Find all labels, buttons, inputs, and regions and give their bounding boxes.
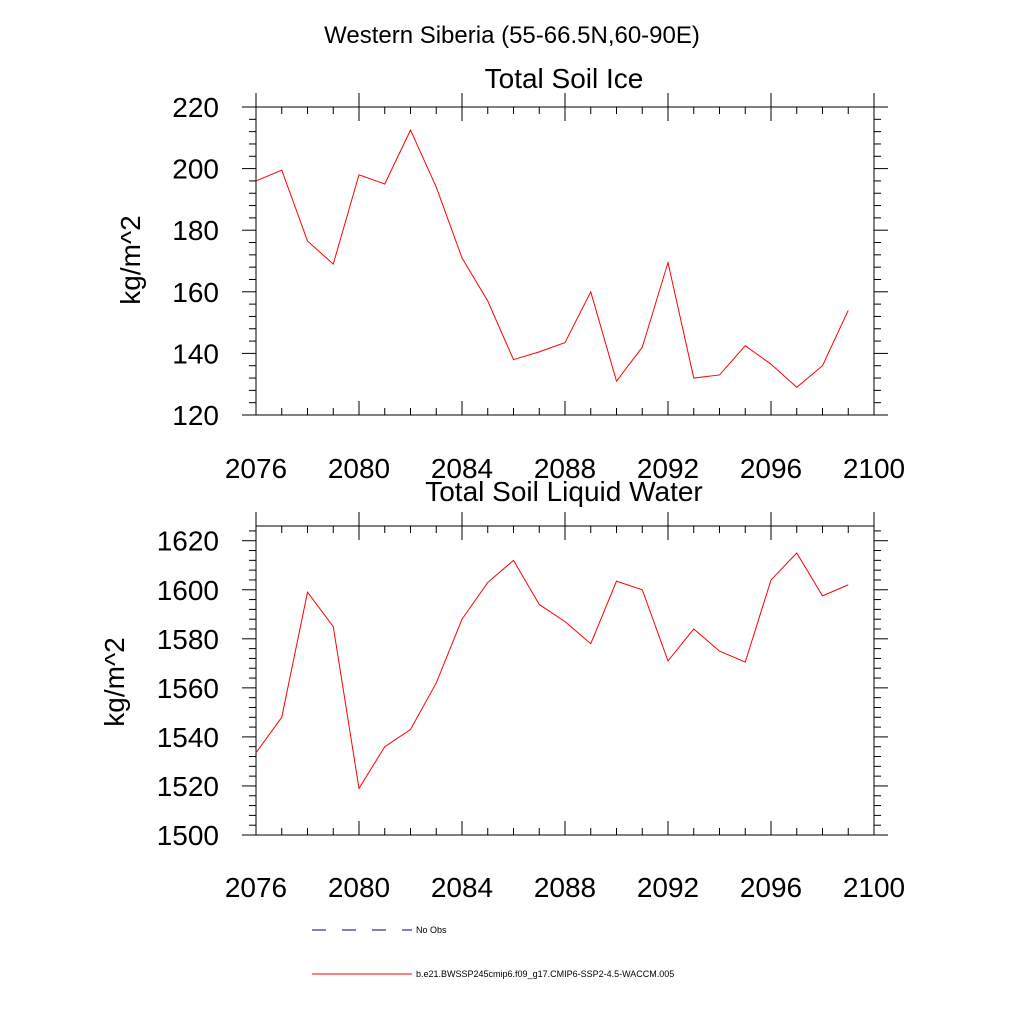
series-line — [255, 552, 849, 790]
y-tick-label: 220 — [172, 92, 219, 123]
panel-total-soil-ice: Total Soil Ice kg/m^2 2076 2080 2084 2088 20… — [115, 63, 905, 484]
y-tick-label: 1620 — [157, 526, 219, 557]
x-tick-label: 2096 — [740, 453, 802, 484]
x-tick-label: 2084 — [431, 453, 493, 484]
x-tick-label: 2080 — [328, 453, 390, 484]
series-line — [255, 128, 849, 388]
y-tick-label: 1520 — [157, 771, 219, 802]
x-tick-label: 2088 — [534, 453, 596, 484]
y-tick-label: 140 — [172, 338, 219, 369]
y-axis-label: kg/m^2 — [99, 637, 130, 726]
y-tick-label: 1580 — [157, 624, 219, 655]
plot-frame — [255, 525, 875, 836]
panel-total-soil-liquid-water: Total Soil Liquid Water kg/m^2 2076 2080 2… — [99, 476, 905, 903]
plot-frame — [255, 106, 875, 416]
y-tick-label: 1600 — [157, 575, 219, 606]
figure-title: Western Siberia (55-66.5N,60-90E) — [324, 22, 700, 49]
x-tick-label: 2100 — [843, 872, 905, 903]
legend-model-label: b.e21.BWSSP245cmip6.f09_g17.CMIP6-SSP2-4… — [416, 969, 674, 979]
y-tick-label: 120 — [172, 400, 219, 431]
y-tick-label: 200 — [172, 154, 219, 185]
x-tick-label: 2100 — [843, 453, 905, 484]
legend-obs-label: No Obs — [416, 925, 447, 935]
x-tick-label: 2076 — [225, 872, 287, 903]
y-tick-label: 180 — [172, 215, 219, 246]
x-tick-label: 2084 — [431, 872, 493, 903]
x-tick-label: 2080 — [328, 872, 390, 903]
x-tick-label: 2076 — [225, 453, 287, 484]
y-tick-label: 1540 — [157, 722, 219, 753]
x-tick-label: 2092 — [637, 872, 699, 903]
y-tick-label: 160 — [172, 277, 219, 308]
legend: No Obs b.e21.BWSSP245cmip6.f09_g17.CMIP6… — [312, 925, 674, 979]
x-tick-label: 2096 — [740, 872, 802, 903]
x-tick-label: 2088 — [534, 872, 596, 903]
panel-title: Total Soil Ice — [485, 63, 644, 94]
y-tick-label: 1500 — [157, 820, 219, 851]
y-axis-label: kg/m^2 — [115, 215, 146, 304]
y-tick-label: 1560 — [157, 673, 219, 704]
x-tick-label: 2092 — [637, 453, 699, 484]
panel-title: Total Soil Liquid Water — [425, 476, 703, 507]
